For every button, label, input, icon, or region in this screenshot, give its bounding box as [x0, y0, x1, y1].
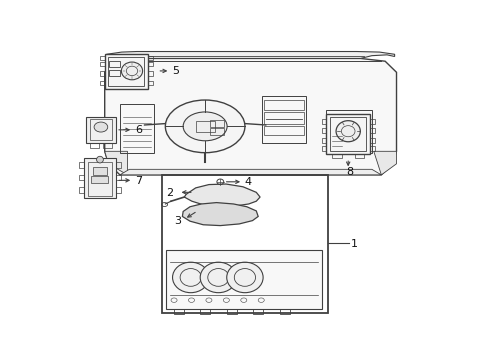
Bar [89, 120, 112, 140]
Ellipse shape [121, 62, 142, 80]
Bar [321, 146, 326, 151]
Bar [100, 72, 104, 76]
Ellipse shape [94, 122, 107, 132]
Bar [116, 175, 121, 180]
Bar [116, 162, 121, 168]
Polygon shape [120, 169, 381, 175]
Text: 5: 5 [172, 67, 179, 76]
Bar [195, 121, 214, 132]
Polygon shape [182, 203, 258, 226]
Text: 1: 1 [350, 239, 357, 249]
Text: 7: 7 [135, 176, 142, 186]
Polygon shape [106, 51, 394, 58]
Bar [79, 175, 84, 180]
Text: 2: 2 [165, 188, 173, 198]
Polygon shape [104, 58, 396, 175]
Text: 3: 3 [174, 216, 181, 226]
Bar [226, 309, 236, 314]
Bar [326, 110, 371, 153]
Bar [91, 176, 108, 183]
Bar [100, 81, 104, 85]
Bar [173, 309, 183, 314]
Bar [264, 126, 303, 135]
Bar [354, 154, 364, 158]
Bar [102, 143, 112, 148]
Bar [262, 96, 305, 143]
Bar [210, 120, 224, 127]
Bar [253, 309, 263, 314]
Bar [85, 117, 116, 143]
Bar [264, 100, 303, 110]
Bar [84, 158, 116, 198]
Bar [104, 54, 148, 89]
Bar [108, 57, 144, 86]
Bar [148, 72, 153, 76]
Bar [326, 114, 369, 154]
Text: 4: 4 [244, 177, 251, 187]
Bar [148, 81, 153, 85]
Bar [89, 143, 99, 148]
Bar [369, 128, 374, 133]
Polygon shape [104, 151, 127, 175]
Bar [321, 138, 326, 143]
Bar [369, 146, 374, 151]
Bar [264, 112, 303, 123]
Bar [100, 56, 104, 60]
Polygon shape [184, 184, 260, 207]
Ellipse shape [96, 156, 103, 163]
Ellipse shape [200, 262, 236, 293]
Bar [369, 138, 374, 143]
Bar [321, 118, 326, 123]
Text: 8: 8 [346, 167, 353, 177]
Ellipse shape [335, 121, 360, 142]
Bar [120, 104, 154, 153]
Bar [369, 118, 374, 123]
Bar [148, 62, 153, 66]
Ellipse shape [165, 100, 244, 153]
Bar [100, 62, 104, 66]
Ellipse shape [226, 262, 263, 293]
Bar [321, 128, 326, 133]
Ellipse shape [172, 262, 208, 293]
Polygon shape [373, 151, 396, 175]
Bar [109, 61, 120, 67]
Bar [116, 187, 121, 193]
Ellipse shape [183, 112, 226, 141]
Bar [79, 187, 84, 193]
Bar [161, 175, 327, 314]
Bar [210, 128, 224, 135]
Bar [200, 309, 210, 314]
Bar [331, 154, 341, 158]
Bar [279, 309, 289, 314]
Bar [87, 162, 112, 195]
Bar [109, 69, 120, 76]
Bar [148, 56, 153, 60]
Bar [93, 167, 106, 175]
Bar [166, 250, 321, 309]
Text: 6: 6 [135, 125, 142, 135]
Bar [329, 117, 366, 151]
Bar [79, 162, 84, 168]
